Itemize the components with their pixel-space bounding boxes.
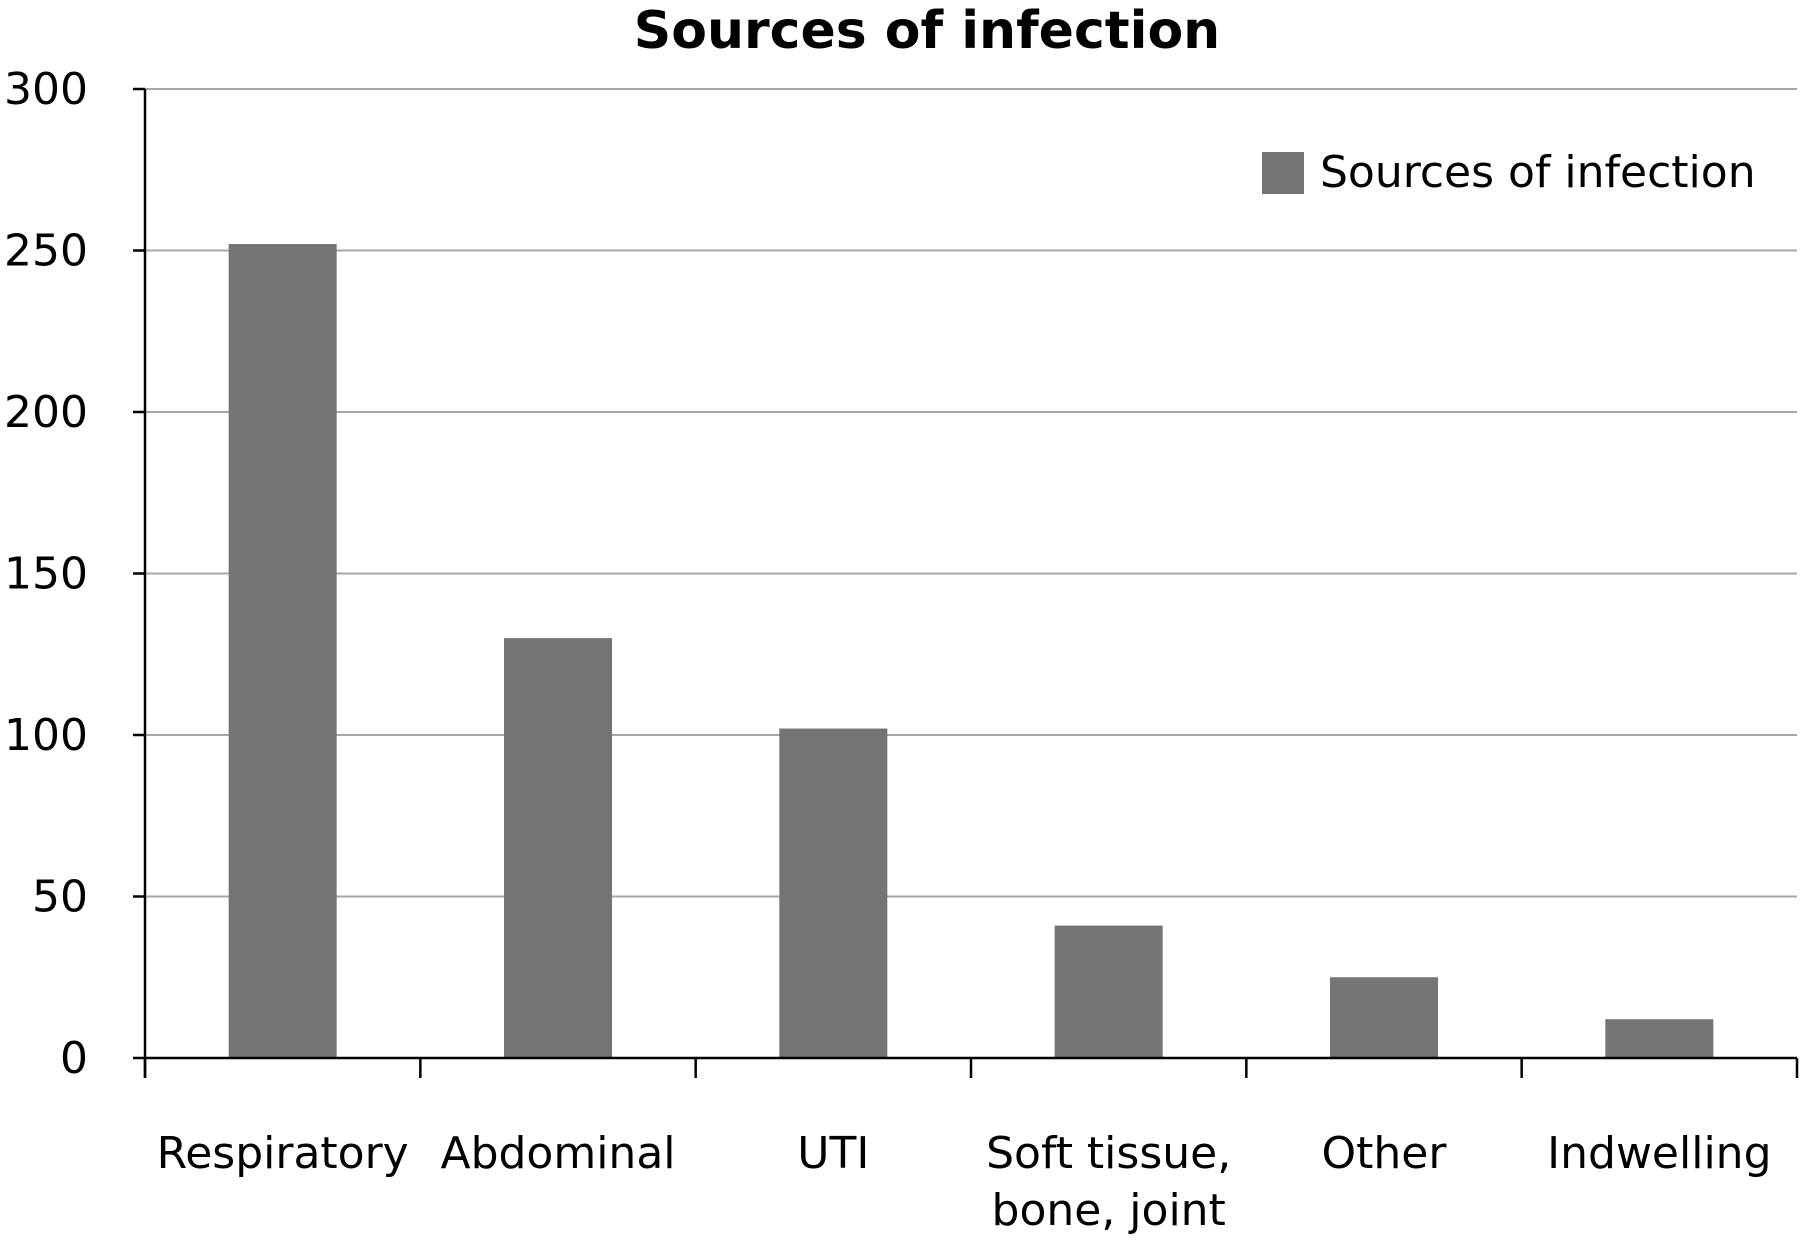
chart-title: Sources of infection xyxy=(634,1,1220,61)
x-tick-label: Respiratory xyxy=(157,1128,409,1179)
bar xyxy=(1054,925,1163,1058)
legend-swatch xyxy=(1262,152,1304,194)
y-tick-label: 200 xyxy=(4,387,88,438)
y-tick-label: 50 xyxy=(32,872,88,923)
bar xyxy=(504,638,612,1058)
x-tick-label: Abdominal xyxy=(440,1128,675,1179)
x-tick-label: Other xyxy=(1322,1128,1448,1179)
bars xyxy=(228,244,1714,1059)
y-tick-label: 250 xyxy=(4,226,88,277)
x-tick-label: Indwelling xyxy=(1547,1128,1771,1179)
x-tick-labels: Respiratory Abdominal UTI Soft tissue, bone,… xyxy=(157,1128,1772,1236)
x-tick-label: UTI xyxy=(797,1128,869,1179)
y-tick-label: 300 xyxy=(4,64,88,115)
bar xyxy=(779,728,888,1058)
gridlines xyxy=(133,87,1797,1060)
y-tick-label: 100 xyxy=(4,710,88,761)
axes xyxy=(143,89,1799,1078)
x-tick-label: Soft tissue, bone, joint xyxy=(986,1128,1231,1236)
y-tick-label: 150 xyxy=(4,549,88,600)
y-tick-label: 0 xyxy=(60,1033,88,1084)
legend: Sources of infection xyxy=(1262,147,1756,198)
bar xyxy=(228,244,337,1059)
legend-label: Sources of infection xyxy=(1320,147,1756,198)
bar xyxy=(1605,1019,1714,1058)
y-tick-labels: 0 50 100 150 200 250 300 xyxy=(4,64,88,1084)
bar xyxy=(1330,977,1438,1058)
